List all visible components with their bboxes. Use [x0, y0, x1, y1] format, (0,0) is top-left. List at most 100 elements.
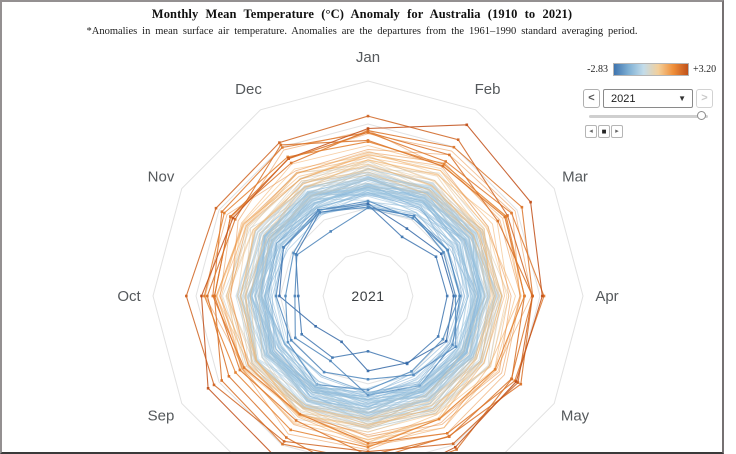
year-series [230, 129, 512, 436]
year-series [227, 155, 492, 433]
data-point-marker [405, 361, 408, 365]
data-point-marker [274, 294, 278, 298]
data-point-marker [366, 127, 370, 130]
data-point-marker [405, 227, 409, 230]
year-series [245, 174, 502, 424]
page-title: Monthly Mean Temperature (°C) Anomaly fo… [151, 7, 573, 21]
data-point-marker [452, 145, 456, 149]
year-dropdown[interactable]: 2021 ▼ [603, 89, 693, 108]
data-point-marker [295, 253, 299, 257]
month-label: May [561, 408, 590, 425]
data-point-marker [510, 377, 513, 381]
data-point-marker [440, 252, 443, 255]
legend-min-label: -2.83 [587, 64, 608, 75]
play-forward-button[interactable]: ▸ [611, 125, 623, 138]
data-point-marker [314, 325, 317, 328]
data-point-marker [298, 412, 302, 416]
data-point-marker [437, 417, 441, 421]
data-point-marker [366, 129, 370, 132]
data-point-marker [529, 200, 532, 204]
data-point-marker [436, 335, 440, 338]
data-point-marker [318, 211, 321, 214]
color-gradient-bar [613, 63, 689, 76]
page-subtitle: *Anomalies in mean surface air temperatu… [86, 26, 638, 37]
data-point-marker [223, 211, 226, 215]
previous-year-button[interactable]: < [583, 89, 600, 108]
data-point-marker [520, 205, 524, 209]
year-series [215, 151, 521, 447]
data-point-marker [366, 450, 370, 452]
data-point-marker [278, 294, 281, 298]
data-point-marker [229, 215, 232, 218]
data-point-marker [317, 208, 320, 212]
data-point-marker [434, 255, 438, 258]
data-point-marker [510, 211, 513, 215]
data-point-marker [441, 337, 445, 341]
data-point-marker [448, 435, 451, 438]
data-point-marker [285, 436, 288, 439]
data-point-marker [454, 294, 457, 298]
stop-button[interactable]: ■ [598, 125, 610, 138]
data-point-marker [293, 294, 297, 298]
data-point-marker [451, 343, 454, 347]
grid-ring [152, 80, 584, 452]
data-point-marker [331, 356, 334, 359]
data-point-marker [294, 419, 298, 422]
data-point-marker [286, 155, 289, 159]
data-point-marker [366, 205, 370, 209]
data-point-marker [366, 199, 370, 203]
data-point-marker [366, 131, 370, 134]
month-label: Sep [148, 408, 175, 425]
data-point-marker [212, 383, 216, 387]
data-point-marker [400, 235, 404, 239]
grid-ring [195, 123, 541, 452]
data-point-marker [412, 373, 415, 377]
data-point-marker [278, 141, 281, 144]
data-point-marker [238, 368, 242, 372]
data-point-marker [206, 294, 209, 298]
data-point-marker [451, 442, 455, 445]
data-point-marker [366, 446, 370, 449]
data-point-marker [442, 162, 446, 166]
data-point-marker [214, 206, 218, 210]
data-point-marker [203, 294, 206, 298]
data-point-marker [322, 370, 326, 374]
data-point-marker [329, 230, 332, 233]
data-point-marker [282, 440, 286, 443]
data-point-marker [513, 379, 517, 383]
year-series [251, 192, 479, 405]
year-series [258, 169, 485, 428]
data-point-marker [523, 294, 526, 298]
year-slider-track[interactable] [589, 115, 708, 118]
data-point-marker [366, 388, 370, 392]
year-slider-handle[interactable] [696, 111, 706, 120]
data-point-marker [448, 153, 451, 157]
data-point-marker [286, 340, 290, 344]
month-label: Jan [356, 49, 380, 66]
data-point-marker [366, 369, 370, 373]
data-point-marker [284, 294, 287, 298]
year-series [220, 145, 522, 441]
year-series [249, 159, 499, 419]
data-point-marker [496, 219, 500, 223]
data-point-marker [227, 375, 231, 378]
data-point-marker [185, 294, 188, 298]
step-back-button[interactable]: ◂ [585, 125, 597, 138]
data-point-marker [465, 123, 469, 127]
year-series [257, 168, 476, 410]
month-label: Nov [148, 169, 175, 186]
data-point-marker [452, 294, 455, 298]
data-point-marker [366, 378, 370, 381]
data-point-marker [289, 339, 293, 342]
data-point-marker [234, 371, 237, 374]
data-point-marker [519, 382, 523, 386]
data-point-marker [446, 248, 449, 252]
month-label: Feb [475, 81, 501, 98]
year-series [222, 182, 503, 423]
year-series [237, 150, 503, 438]
year-dropdown-value: 2021 [611, 92, 636, 105]
data-point-marker [366, 140, 370, 143]
next-year-button[interactable]: > [696, 89, 713, 108]
data-point-marker [200, 294, 203, 298]
